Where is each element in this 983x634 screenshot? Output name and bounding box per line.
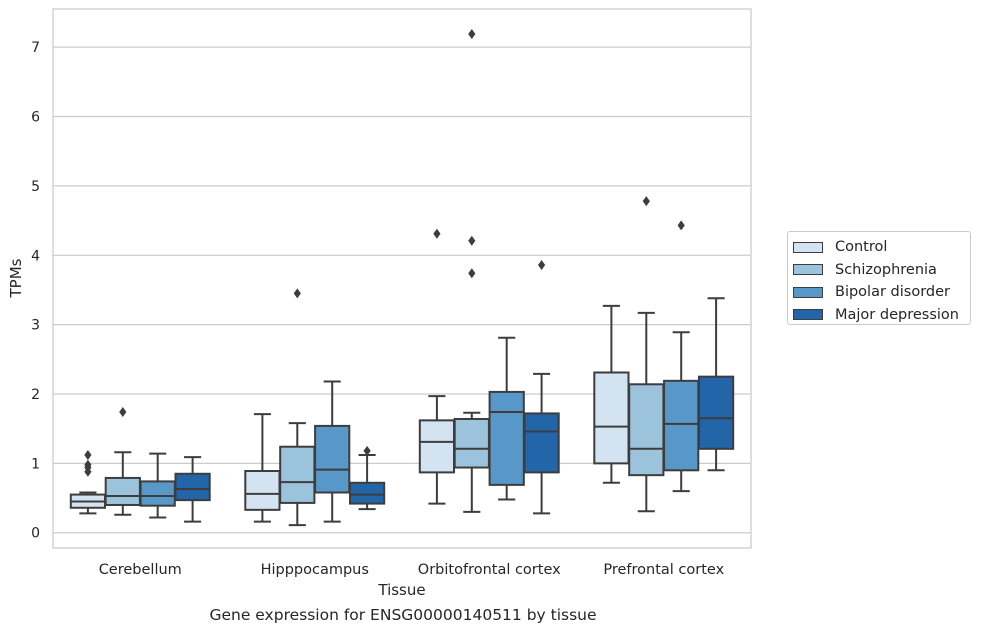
box-iqr — [593, 371, 630, 465]
box-control-3 — [418, 228, 456, 505]
legend-swatch-control — [793, 241, 823, 253]
box-control-4 — [593, 304, 630, 484]
box-major-depression-3 — [523, 259, 560, 515]
y-tick-label: 3 — [31, 318, 40, 334]
box-iqr — [139, 480, 176, 507]
x-tick-label: Orbitofrontal cortex — [418, 562, 561, 578]
outlier-point — [433, 228, 441, 239]
box-major-depression-1 — [174, 456, 211, 523]
y-tick-label: 1 — [31, 456, 40, 472]
box-schizophrenia-3 — [453, 28, 490, 513]
outlier-point — [468, 268, 476, 279]
box-iqr — [348, 481, 386, 505]
y-tick-label: 5 — [31, 179, 40, 195]
y-tick-labels: 0 1 2 3 4 5 6 7 — [31, 40, 40, 542]
box-iqr — [314, 424, 351, 494]
box-control-1 — [69, 450, 107, 515]
legend-item-bipolar-disorder: Bipolar disorder — [793, 281, 970, 304]
legend-item-schizophrenia: Schizophrenia — [793, 259, 970, 282]
plot-marks — [69, 28, 735, 527]
box-bipolar-disorder-4 — [663, 220, 700, 493]
x-axis-label: Tissue — [377, 581, 425, 599]
outlier-point — [468, 235, 476, 246]
outlier-point — [642, 196, 650, 207]
legend-swatch-schizophrenia — [793, 264, 823, 276]
box-iqr — [418, 419, 456, 474]
y-tick-label: 2 — [31, 387, 40, 403]
box-iqr — [523, 412, 560, 474]
outlier-point — [293, 288, 301, 299]
outlier-point — [84, 450, 92, 461]
y-tick-label: 0 — [31, 526, 40, 542]
box-iqr — [104, 476, 141, 506]
box-iqr — [488, 390, 525, 486]
outlier-point — [677, 220, 685, 231]
box-schizophrenia-2 — [279, 288, 316, 527]
legend: Control Schizophrenia Bipolar disorder M… — [787, 231, 971, 325]
y-axis-label: TPMs — [7, 258, 25, 298]
box-bipolar-disorder-1 — [139, 452, 176, 519]
box-iqr — [174, 472, 211, 502]
y-tick-label: 6 — [31, 110, 40, 126]
outlier-point — [363, 445, 371, 456]
plot-frame — [52, 8, 752, 549]
box-iqr — [697, 375, 735, 450]
y-tick-label: 7 — [31, 40, 40, 56]
legend-swatch-bipolar-disorder — [793, 286, 823, 298]
box-iqr — [279, 445, 316, 504]
outlier-point — [538, 259, 546, 270]
y-gridlines — [53, 46, 751, 534]
legend-label: Control — [835, 239, 888, 256]
figure-caption: Gene expression for ENSG00000140511 by t… — [209, 606, 597, 624]
box-bipolar-disorder-3 — [488, 336, 525, 501]
box-control-2 — [244, 413, 281, 523]
legend-label: Major depression — [835, 306, 959, 323]
box-bipolar-disorder-2 — [314, 380, 351, 523]
outlier-point — [468, 28, 476, 39]
x-tick-label: Prefrontal cortex — [603, 562, 724, 578]
x-tick-label: Hipppocampus — [261, 562, 369, 578]
outlier-point — [84, 459, 92, 470]
box-iqr — [663, 379, 700, 472]
legend-swatch-major-depression — [793, 309, 823, 321]
outlier-point — [119, 407, 127, 418]
legend-item-control: Control — [793, 236, 970, 259]
x-tick-label: Cerebellum — [99, 562, 182, 578]
box-schizophrenia-4 — [628, 196, 665, 513]
legend-item-major-depression: Major depression — [793, 304, 970, 327]
y-tick-label: 4 — [31, 248, 40, 264]
box-iqr — [244, 470, 281, 511]
legend-label: Bipolar disorder — [835, 284, 950, 301]
box-iqr — [628, 383, 665, 477]
box-schizophrenia-1 — [104, 407, 141, 516]
box-major-depression-4 — [697, 297, 735, 472]
box-iqr — [453, 417, 490, 469]
x-tick-labels: Cerebellum Hipppocampus Orbitofrontal cort… — [99, 562, 725, 578]
box-major-depression-2 — [348, 445, 386, 511]
legend-label: Schizophrenia — [835, 261, 937, 278]
